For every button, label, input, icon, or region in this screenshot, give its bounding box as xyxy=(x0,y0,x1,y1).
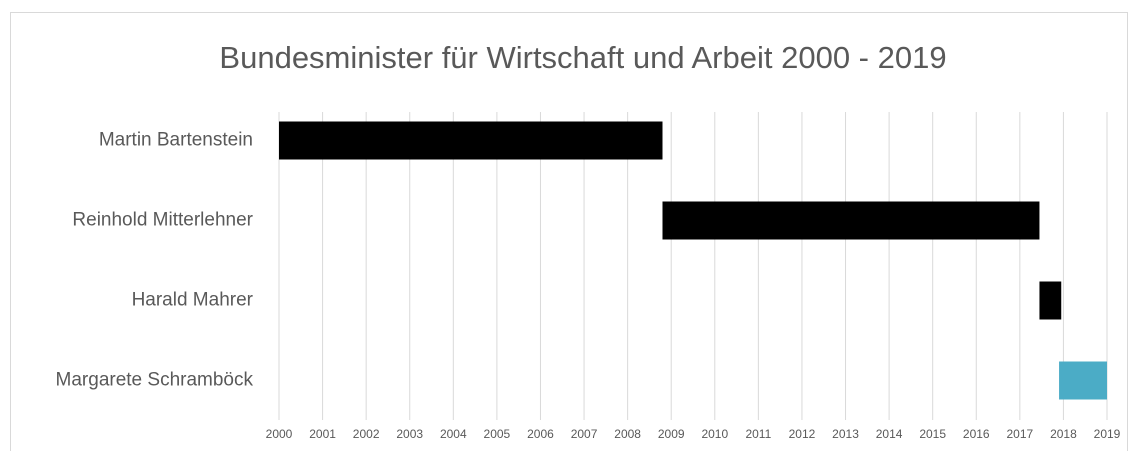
x-tick-label: 2003 xyxy=(396,427,423,441)
x-tick-label: 2015 xyxy=(919,427,946,441)
y-tick-label: Margarete Schramböck xyxy=(56,370,254,391)
bar xyxy=(1059,361,1107,400)
x-tick-label: 2008 xyxy=(614,427,641,441)
x-tick-label: 2014 xyxy=(876,427,903,441)
x-tick-label: 2001 xyxy=(309,427,336,441)
y-tick-label: Reinhold Mitterlehner xyxy=(72,210,253,231)
x-tick-label: 2011 xyxy=(745,427,771,441)
x-tick-label: 2016 xyxy=(963,427,990,441)
x-tick-label: 2004 xyxy=(440,427,467,441)
x-tick-label: 2012 xyxy=(789,427,816,441)
bar xyxy=(1039,281,1062,320)
bar xyxy=(662,201,1040,240)
x-tick-label: 2005 xyxy=(484,427,511,441)
y-tick-label: Martin Bartenstein xyxy=(99,130,253,151)
bar xyxy=(279,121,663,160)
x-tick-label: 2009 xyxy=(658,427,685,441)
x-tick-label: 2007 xyxy=(571,427,598,441)
chart-title: Bundesminister für Wirtschaft und Arbeit… xyxy=(219,40,946,75)
x-tick-label: 2018 xyxy=(1050,427,1077,441)
x-tick-label: 2000 xyxy=(266,427,293,441)
x-tick-label: 2019 xyxy=(1094,427,1121,441)
x-tick-label: 2017 xyxy=(1006,427,1033,441)
x-tick-label: 2010 xyxy=(701,427,728,441)
x-tick-label: 2013 xyxy=(832,427,859,441)
y-tick-label: Harald Mahrer xyxy=(132,290,254,311)
x-tick-label: 2002 xyxy=(353,427,380,441)
x-tick-label: 2006 xyxy=(527,427,554,441)
